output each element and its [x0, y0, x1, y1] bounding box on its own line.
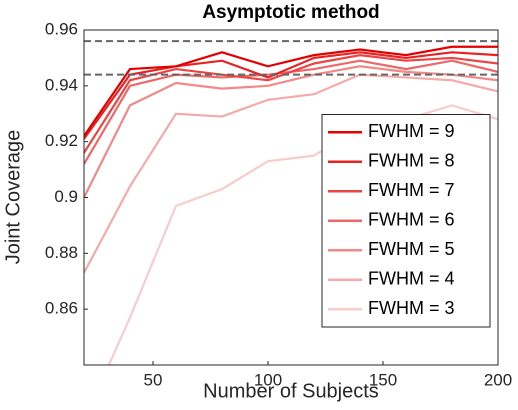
series-line [84, 73, 498, 274]
legend-label: FWHM = 6 [368, 210, 455, 230]
x-tick-label: 50 [144, 370, 163, 389]
legend-label: FWHM = 4 [368, 269, 455, 289]
legend-label: FWHM = 9 [368, 121, 455, 141]
x-tick-label: 200 [484, 370, 512, 389]
x-tick-label: 150 [369, 370, 397, 389]
series-line [84, 45, 498, 137]
series-line [84, 51, 498, 140]
axes-box [83, 29, 499, 366]
legend-label: FWHM = 7 [368, 180, 455, 200]
y-tick-label: 0.94 [45, 75, 78, 94]
chart-title: Asymptotic method [202, 2, 379, 23]
series-layer [84, 45, 498, 365]
legend-label: FWHM = 5 [368, 239, 455, 259]
y-tick-label: 0.92 [45, 131, 78, 150]
legend-label: FWHM = 8 [368, 151, 455, 171]
y-tick-label: 0.96 [45, 19, 78, 38]
y-tick-label: 0.9 [54, 187, 78, 206]
x-tick-label: 100 [254, 370, 282, 389]
y-tick-label: 0.88 [45, 243, 78, 262]
y-axis-label: Joint Coverage [2, 130, 24, 265]
series-line [84, 65, 498, 198]
y-tick-label: 0.86 [45, 299, 78, 318]
legend-label: FWHM = 3 [368, 298, 455, 318]
series-line [107, 104, 498, 365]
x-axis-label: Number of Subjects [203, 380, 379, 402]
